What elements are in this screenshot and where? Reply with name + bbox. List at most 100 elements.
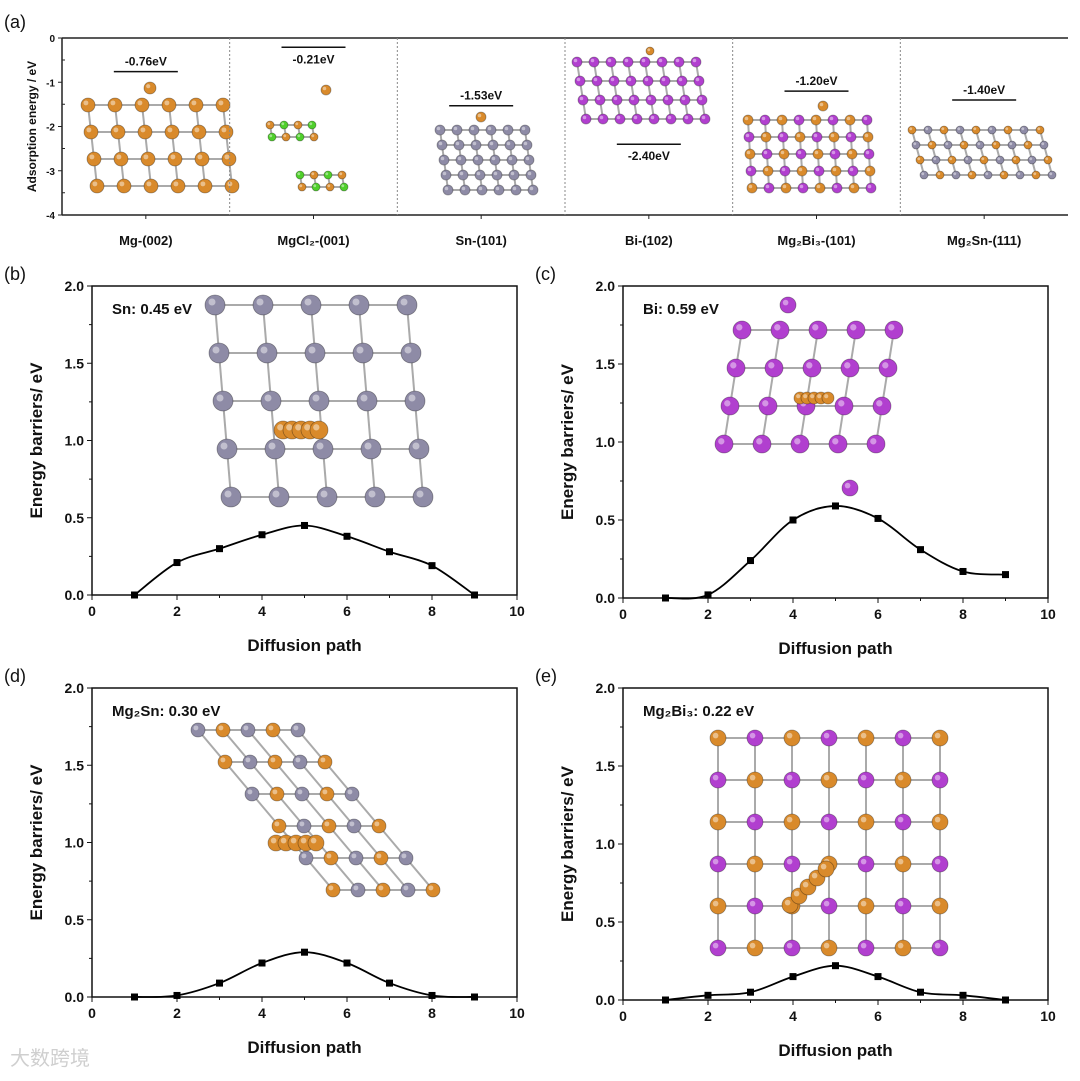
atom-highlight <box>529 186 534 191</box>
atom-highlight <box>1025 142 1029 146</box>
atom <box>304 342 326 364</box>
x-tick-label: Mg₂Bi₃-(101) <box>777 233 855 248</box>
atom-highlight <box>268 442 276 450</box>
atom-highlight <box>779 133 784 138</box>
atom <box>662 94 674 106</box>
atom <box>820 771 838 789</box>
atom-highlight <box>356 346 364 354</box>
atom-highlight <box>493 171 498 176</box>
atom <box>451 124 463 136</box>
panel-label: (a) <box>4 12 26 32</box>
atom-highlight <box>829 116 834 121</box>
atom-highlight <box>810 394 815 399</box>
atom-highlight <box>1033 172 1037 176</box>
atom-highlight <box>796 394 801 399</box>
atom-highlight <box>746 150 751 155</box>
atom <box>783 729 801 747</box>
data-point <box>747 557 754 565</box>
atom-highlight <box>748 184 753 189</box>
atom <box>931 729 949 747</box>
atom-highlight <box>378 885 384 891</box>
atom-highlight <box>416 490 424 498</box>
atom <box>848 182 860 194</box>
atom <box>866 434 886 454</box>
atom-highlight <box>811 872 818 879</box>
x-tick-label: 8 <box>428 603 436 619</box>
atom <box>857 813 875 831</box>
atom <box>470 139 482 151</box>
atom-highlight <box>89 154 95 160</box>
atom <box>113 151 129 167</box>
atom <box>360 438 382 460</box>
x-tick-label: Bi-(102) <box>625 233 673 248</box>
atom <box>502 124 514 136</box>
atom <box>927 140 937 150</box>
atom <box>793 114 805 126</box>
data-point <box>216 979 223 987</box>
atom-highlight <box>762 400 769 407</box>
atom-highlight <box>796 133 801 138</box>
atom <box>412 486 434 508</box>
atom-highlight <box>400 298 408 306</box>
atom-highlight <box>934 816 941 823</box>
y-tick-label: 0.5 <box>596 512 616 528</box>
atom <box>915 155 925 165</box>
atom-highlight <box>860 816 867 823</box>
atom-highlight <box>897 858 904 865</box>
atom-highlight <box>256 298 264 306</box>
atom <box>847 165 859 177</box>
atom-highlight <box>208 298 216 306</box>
atom-highlight <box>304 424 311 431</box>
atom <box>1027 155 1037 165</box>
atom <box>217 754 233 770</box>
atom-highlight <box>352 298 360 306</box>
atom-highlight <box>113 127 119 133</box>
atom <box>1031 170 1041 180</box>
atom-highlight <box>220 757 226 763</box>
atom <box>493 184 505 196</box>
watermark: 大数跨境 <box>10 1046 90 1070</box>
atom-highlight <box>712 900 719 907</box>
atom <box>107 97 123 113</box>
atom <box>783 813 801 831</box>
x-tick-label: 2 <box>173 1005 181 1021</box>
panel-b <box>87 285 518 600</box>
atom-highlight <box>221 127 227 133</box>
atom <box>220 486 242 508</box>
atom <box>846 320 866 340</box>
atom-highlight <box>749 816 756 823</box>
atom <box>628 94 640 106</box>
atom <box>971 125 981 135</box>
atom <box>919 170 929 180</box>
atom <box>591 75 603 87</box>
crystal-structure-inset <box>204 294 434 508</box>
atom-highlight <box>593 77 598 82</box>
atom-highlight <box>921 172 925 176</box>
atom-highlight <box>295 122 299 126</box>
atom <box>404 390 426 412</box>
atom <box>639 56 651 68</box>
y-tick-label: 1.5 <box>65 355 85 371</box>
atom-highlight <box>815 167 820 172</box>
atom <box>745 165 757 177</box>
x-tick-label: 4 <box>789 1008 797 1024</box>
atom <box>746 897 764 915</box>
atom-highlight <box>476 171 481 176</box>
atom-highlight <box>277 424 284 431</box>
atom <box>321 818 337 834</box>
atom <box>991 140 1001 150</box>
atom <box>1035 125 1045 135</box>
atom <box>267 754 283 770</box>
atom <box>244 786 260 802</box>
data-point <box>131 993 138 1001</box>
energy-label: -2.40eV <box>628 149 670 163</box>
atom-highlight <box>624 58 629 63</box>
crystal-structure-inset <box>190 722 441 898</box>
atom-highlight <box>833 184 838 189</box>
atom-highlight <box>969 172 973 176</box>
atom <box>269 786 285 802</box>
atom-highlight <box>786 732 793 739</box>
x-tick-label: Sn-(101) <box>456 233 507 248</box>
atom-highlight <box>297 789 303 795</box>
atom <box>863 148 875 160</box>
